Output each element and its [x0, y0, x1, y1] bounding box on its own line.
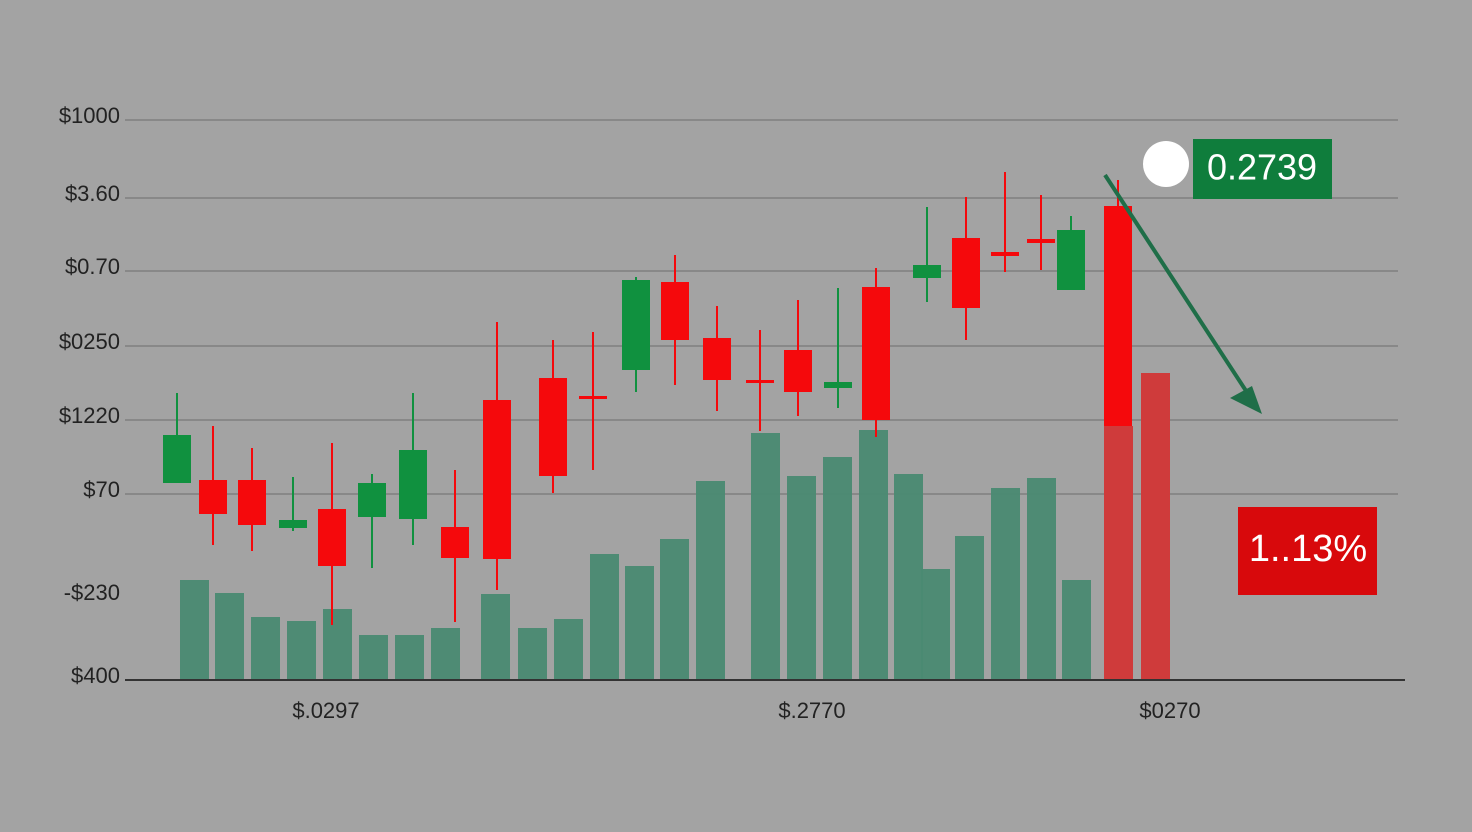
y-tick-label: $0.70 [65, 254, 120, 279]
y-tick-label: $400 [71, 663, 120, 688]
candle-body [483, 400, 511, 559]
volume-bar [696, 481, 725, 680]
marker-dot [1143, 141, 1189, 187]
candle-body [199, 480, 227, 514]
candle-body [824, 382, 852, 388]
candle-body [784, 350, 812, 392]
volume-bar [787, 476, 816, 680]
volume-bar [431, 628, 460, 680]
candle-body [991, 252, 1019, 256]
y-tick-label: -$230 [64, 580, 120, 605]
volume-bars [180, 373, 1170, 680]
price-badge [1193, 139, 1332, 199]
candle-body [441, 527, 469, 558]
y-tick-label: $3.60 [65, 181, 120, 206]
volume-bar [215, 593, 244, 680]
candle-body [358, 483, 386, 517]
candle-body [1057, 230, 1085, 290]
candle-body [1027, 239, 1055, 243]
candle-body [746, 380, 774, 383]
volume-bar [590, 554, 619, 680]
volume-bar [287, 621, 316, 680]
candle-body [238, 480, 266, 525]
y-tick-label: $0250 [59, 329, 120, 354]
volume-bar [1027, 478, 1056, 680]
trend-arrow [1103, 173, 1254, 402]
price-badge-text: 0.2739 [1207, 147, 1317, 188]
grid: $1000 $3.60 $0.70 $0250 $1220 $70 -$230 $400 $.0… [59, 103, 1398, 723]
x-tick-label: $.0297 [292, 698, 359, 723]
candle-body [399, 450, 427, 519]
volume-bar [251, 617, 280, 680]
arrow-head [1230, 386, 1262, 414]
y-tick-label: $1220 [59, 403, 120, 428]
volume-bar [1141, 373, 1170, 680]
volume-bar [481, 594, 510, 680]
x-tick-label: $0270 [1139, 698, 1200, 723]
volume-bar [859, 430, 888, 680]
candles [163, 172, 1132, 625]
volume-bar [1062, 580, 1091, 680]
volume-bar [751, 433, 780, 680]
volume-bar [554, 619, 583, 680]
volume-bar [991, 488, 1020, 680]
volume-bar [180, 580, 209, 680]
volume-bar [660, 539, 689, 680]
volume-bar [625, 566, 654, 680]
candle-body [661, 282, 689, 340]
volume-bar [323, 609, 352, 680]
change-badge-text: 1..13% [1249, 528, 1367, 570]
candle-body [579, 396, 607, 399]
candle-body [703, 338, 731, 380]
candle-body [622, 280, 650, 370]
volume-bar [823, 457, 852, 680]
volume-bar [894, 474, 923, 680]
candle-body [318, 509, 346, 566]
x-tick-label: $.2770 [778, 698, 845, 723]
volume-bar [395, 635, 424, 680]
candle-body [1104, 206, 1132, 426]
candle-body [913, 265, 941, 278]
change-badge [1238, 507, 1377, 595]
candle-body [279, 520, 307, 528]
volume-bar [518, 628, 547, 680]
candle-body [539, 378, 567, 476]
y-tick-label: $1000 [59, 103, 120, 128]
volume-bar [955, 536, 984, 680]
y-tick-label: $70 [83, 477, 120, 502]
candle-body [163, 435, 191, 483]
volume-bar [1104, 426, 1133, 680]
candle-body [952, 238, 980, 308]
volume-bar [359, 635, 388, 680]
volume-bar [921, 569, 950, 680]
candle-body [862, 287, 890, 420]
